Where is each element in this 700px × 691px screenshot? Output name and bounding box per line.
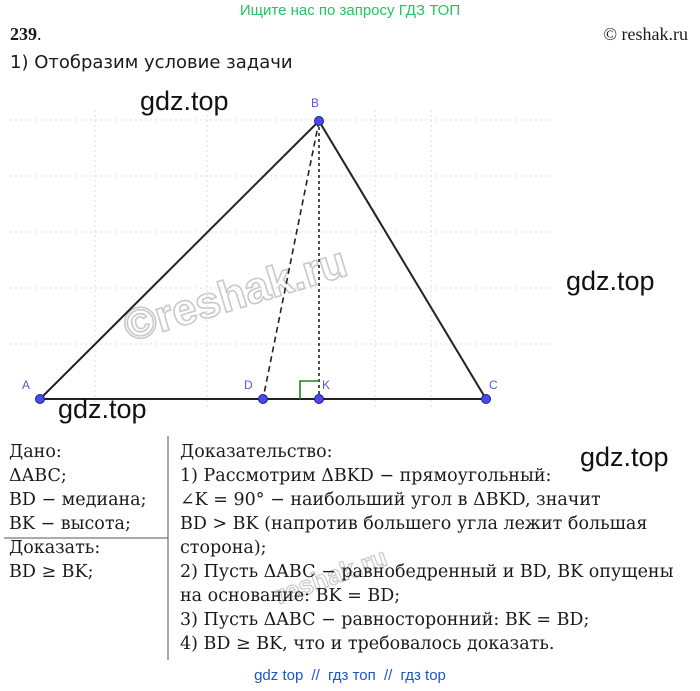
footer-link-gdz-top[interactable]: gdz top [254, 667, 304, 684]
footer-link-gdz-top-ru[interactable]: гдз топ [328, 667, 376, 684]
stamp-watermark: ©reshak.ru [117, 236, 353, 352]
prove-statement: BD ≥ BK; [9, 562, 94, 582]
proof-line-8: 4) BD ≥ BK, что и требовалось доказать. [180, 634, 555, 654]
figure-grid [10, 110, 555, 410]
proof-line-7: 3) Пусть ΔABC − равносторонний: BK = BD; [180, 610, 590, 630]
step-1-heading: 1) Отобразим условие задачи [10, 52, 293, 73]
problem-number-value: 239 [10, 24, 37, 44]
right-angle-mark [299, 380, 319, 399]
stamp-big-text: ©reshak.ru [118, 237, 353, 351]
proof-line-3: BD > BK (напротив большего угла лежит бо… [180, 514, 648, 534]
gdz-watermark-3: gdz.top [58, 394, 147, 424]
point-a [35, 394, 45, 404]
search-banner[interactable]: Ищите нас по запросу ГДЗ ТОП [239, 2, 461, 19]
median-bd [262, 120, 320, 400]
triangle-figure: ©reshak.ru A B C D K [10, 96, 555, 410]
point-c [481, 394, 491, 404]
copyright-site: © reshak.ru [603, 24, 688, 44]
proof-line-5: 2) Пусть ΔABC − равнобедренный и BD, BK … [180, 562, 674, 582]
problem-number-dot: . [37, 24, 42, 44]
side-bc [318, 120, 487, 400]
solution-dividers [4, 436, 169, 660]
side-ab [39, 120, 320, 400]
proof-line-6: на основание: BK = BD; [180, 586, 401, 606]
gdz-watermark-2: gdz.top [566, 266, 655, 296]
label-k: K [322, 378, 330, 392]
footer-separator-1: // [311, 667, 320, 684]
proof-line-4: сторона); [180, 538, 267, 558]
proof-title: Доказательство: [180, 442, 333, 462]
given-block: Дано: ΔABC; BD − медиана; BK − высота; Д… [9, 440, 147, 584]
proof-block: Доказательство: 1) Рассмотрим ΔBKD − пря… [180, 440, 674, 656]
gdz-watermark-1: gdz.top [140, 86, 229, 116]
problem-number: 239. [10, 24, 42, 45]
point-k [314, 394, 324, 404]
point-d [258, 394, 268, 404]
point-b [314, 116, 324, 126]
label-c: C [489, 378, 498, 392]
footer-links: gdz top // гдз топ // гдз top [0, 667, 700, 684]
given-line-1: ΔABC; [9, 466, 67, 486]
given-line-3: BK − высота; [9, 514, 131, 534]
prove-title: Доказать: [9, 538, 101, 558]
given-title: Дано: [9, 442, 62, 462]
stamp-watermark-small: reshak.ru [270, 541, 391, 610]
label-a: A [22, 378, 30, 392]
footer-separator-2: // [383, 667, 393, 684]
proof-line-1: 1) Рассмотрим ΔBKD − прямоугольный: [180, 466, 552, 486]
footer-link-gdz-top-mixed[interactable]: гдз top [400, 667, 446, 684]
proof-line-2: ∠K = 90° − наибольший угол в ΔBKD, значи… [180, 490, 601, 510]
label-d: D [244, 378, 253, 392]
label-b: B [311, 96, 319, 110]
given-line-2: BD − медиана; [9, 490, 147, 510]
gdz-watermark-4: gdz.top [580, 442, 669, 472]
